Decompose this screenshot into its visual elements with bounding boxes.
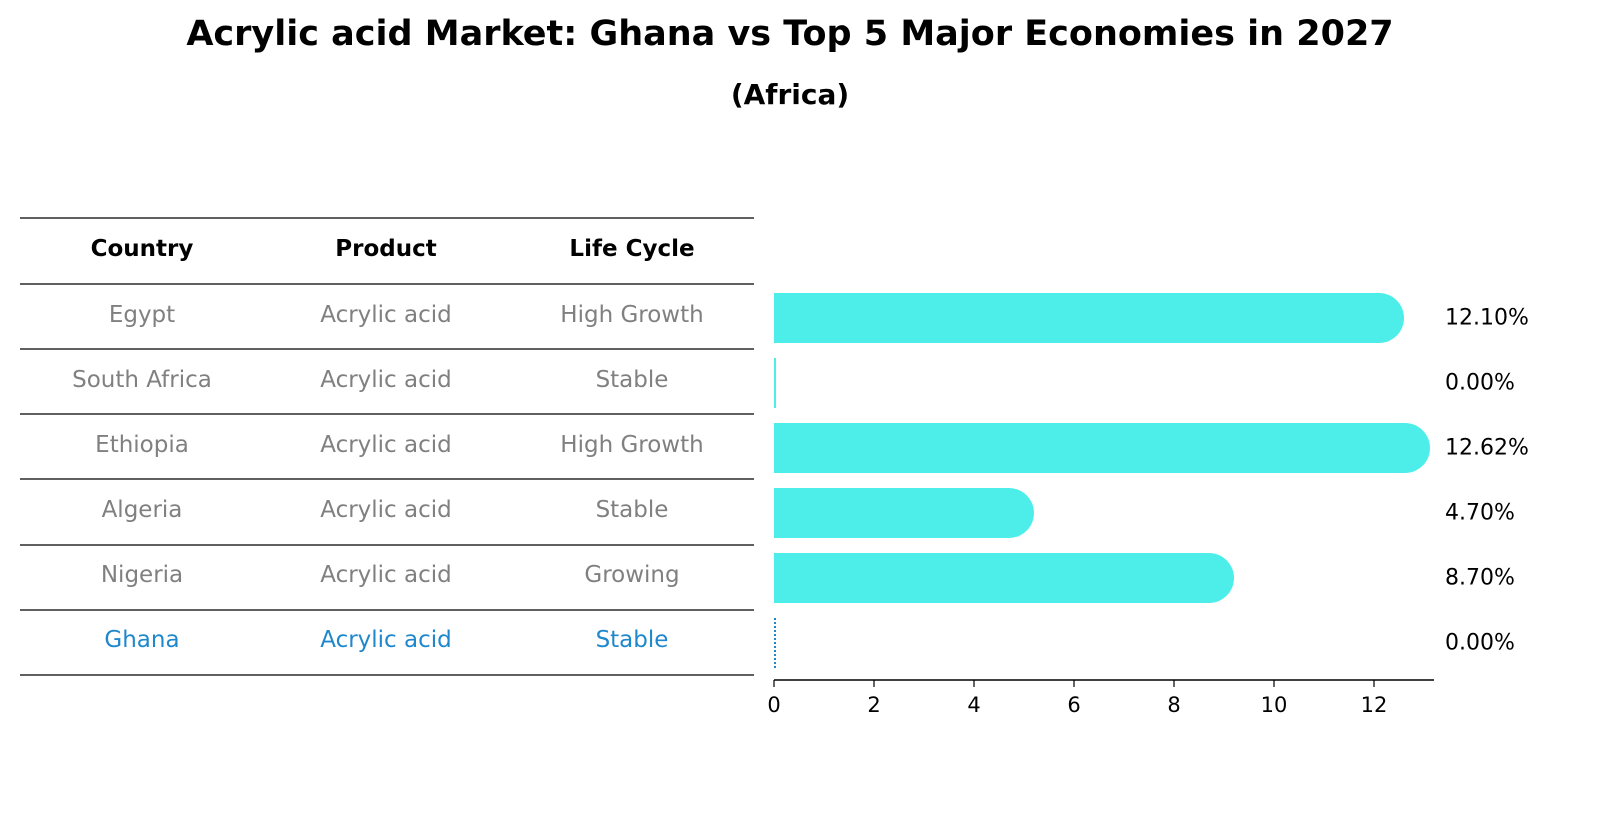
cell-product: Acrylic acid: [320, 497, 452, 523]
chart-subtitle: (Africa): [730, 78, 850, 111]
x-tick-label: 12: [1361, 693, 1388, 717]
value-label: 0.00%: [1445, 631, 1515, 656]
x-tick-label: 8: [1167, 693, 1180, 717]
cell-product: Acrylic acid: [320, 432, 452, 458]
bar-nigeria: [774, 553, 1234, 603]
x-tick-label: 2: [867, 693, 880, 717]
x-tick-label: 10: [1261, 693, 1288, 717]
header-country: Country: [91, 236, 194, 262]
value-label: 12.62%: [1445, 436, 1529, 461]
value-label: 0.00%: [1445, 371, 1515, 396]
bar-ethiopia: [774, 423, 1430, 473]
cell-country: Ghana: [104, 627, 179, 653]
x-tick-label: 6: [1067, 693, 1080, 717]
cell-life-cycle: High Growth: [560, 302, 703, 328]
cell-product: Acrylic acid: [320, 627, 452, 653]
cell-country: Nigeria: [101, 562, 183, 588]
header-life-cycle: Life Cycle: [569, 236, 694, 262]
bar-egypt: [774, 293, 1404, 343]
data-table: Country Product Life Cycle Egypt Acrylic aci…: [20, 217, 754, 676]
value-label: 12.10%: [1445, 306, 1529, 331]
cell-country: Algeria: [102, 497, 183, 523]
bar-chart: 12.10% 0.00% 12.62% 4.70% 8.70% 0.00% 0 2 4 6 8 10 1…: [767, 293, 1529, 717]
cell-country: South Africa: [72, 367, 212, 393]
cell-life-cycle: High Growth: [560, 432, 703, 458]
cell-product: Acrylic acid: [320, 562, 452, 588]
cell-life-cycle: Stable: [596, 367, 669, 393]
cell-life-cycle: Growing: [584, 562, 679, 588]
cell-product: Acrylic acid: [320, 367, 452, 393]
chart-title: Acrylic acid Market: Ghana vs Top 5 Majo…: [186, 14, 1394, 54]
x-tick-label: 0: [767, 693, 780, 717]
bar-algeria: [774, 488, 1034, 538]
cell-product: Acrylic acid: [320, 302, 452, 328]
cell-country: Egypt: [109, 302, 175, 328]
cell-country: Ethiopia: [95, 432, 189, 458]
cell-life-cycle: Stable: [596, 497, 669, 523]
value-label: 8.70%: [1445, 566, 1515, 591]
cell-life-cycle: Stable: [596, 627, 669, 653]
header-product: Product: [335, 236, 436, 262]
x-tick-label: 4: [967, 693, 980, 717]
value-label: 4.70%: [1445, 501, 1515, 526]
